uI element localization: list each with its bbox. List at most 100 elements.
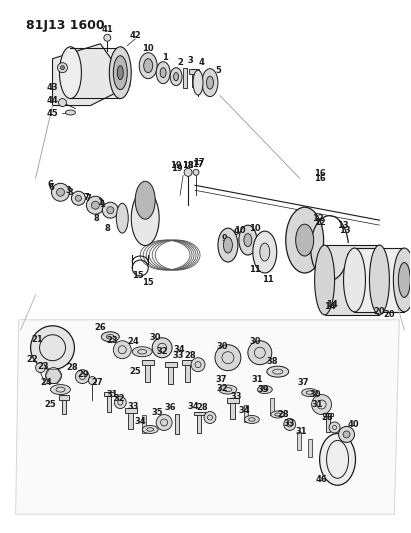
Ellipse shape — [224, 237, 232, 253]
Text: 32: 32 — [156, 347, 168, 356]
Circle shape — [58, 63, 67, 72]
Circle shape — [102, 202, 118, 218]
Circle shape — [204, 411, 216, 423]
Text: 27: 27 — [92, 378, 103, 387]
Bar — [192, 69, 196, 86]
Text: 41: 41 — [102, 25, 113, 34]
Text: 16: 16 — [314, 169, 326, 178]
Text: 3: 3 — [67, 188, 73, 197]
Text: 28: 28 — [322, 413, 333, 422]
Text: 1: 1 — [99, 200, 105, 209]
Polygon shape — [53, 44, 130, 106]
Text: 30: 30 — [249, 337, 261, 346]
Text: 5: 5 — [215, 66, 221, 75]
Text: 16: 16 — [314, 174, 326, 183]
Circle shape — [76, 195, 81, 201]
Text: 3: 3 — [66, 186, 72, 195]
Text: 44: 44 — [46, 96, 58, 105]
Text: 23: 23 — [106, 336, 118, 345]
Ellipse shape — [253, 231, 277, 273]
Bar — [244, 405, 248, 423]
Text: 6: 6 — [48, 180, 53, 189]
Bar — [198, 71, 210, 95]
Text: 13: 13 — [339, 225, 350, 235]
Circle shape — [86, 196, 104, 214]
Text: 81J13 1600: 81J13 1600 — [25, 19, 104, 32]
Bar — [197, 411, 201, 433]
Text: 10: 10 — [234, 225, 246, 235]
Text: 42: 42 — [129, 31, 141, 41]
Ellipse shape — [260, 243, 270, 261]
Text: 13: 13 — [337, 221, 349, 230]
Ellipse shape — [218, 228, 238, 262]
Circle shape — [91, 201, 99, 209]
Text: 23: 23 — [38, 362, 49, 371]
Bar — [185, 360, 190, 382]
Text: 8: 8 — [93, 214, 99, 223]
Ellipse shape — [60, 47, 81, 99]
Text: 37: 37 — [298, 378, 309, 387]
Text: 31: 31 — [296, 427, 307, 436]
Text: 7: 7 — [85, 193, 91, 203]
Text: 40: 40 — [348, 420, 359, 429]
Text: 29: 29 — [78, 370, 89, 379]
Bar — [142, 360, 154, 365]
Bar — [175, 415, 179, 434]
Bar — [60, 394, 69, 400]
Circle shape — [248, 341, 272, 365]
Ellipse shape — [142, 425, 158, 433]
Ellipse shape — [393, 248, 411, 312]
Text: 30: 30 — [216, 342, 228, 351]
Ellipse shape — [267, 366, 289, 377]
Ellipse shape — [135, 181, 155, 219]
Text: 38: 38 — [266, 357, 277, 366]
Ellipse shape — [173, 72, 179, 80]
Text: 31: 31 — [312, 400, 323, 409]
Ellipse shape — [109, 47, 131, 99]
Text: 26: 26 — [95, 324, 106, 332]
Text: 34: 34 — [238, 406, 249, 415]
Circle shape — [107, 207, 114, 214]
Text: 28: 28 — [277, 410, 289, 419]
Text: 18: 18 — [182, 161, 194, 170]
Text: 33: 33 — [172, 351, 184, 360]
Text: 18: 18 — [182, 161, 194, 170]
Bar — [194, 411, 205, 416]
Bar — [227, 398, 239, 402]
Ellipse shape — [206, 76, 213, 89]
Bar — [297, 432, 301, 450]
Text: 31: 31 — [251, 375, 263, 384]
Bar — [325, 245, 379, 315]
Ellipse shape — [202, 69, 218, 96]
Bar — [128, 408, 133, 430]
Text: 15: 15 — [142, 278, 154, 287]
Polygon shape — [16, 320, 399, 514]
Circle shape — [51, 183, 69, 201]
Text: 22: 22 — [27, 355, 39, 364]
Text: 7: 7 — [83, 193, 89, 201]
Text: 17: 17 — [192, 160, 204, 169]
Text: 28: 28 — [67, 363, 78, 372]
Circle shape — [343, 431, 350, 438]
Circle shape — [104, 34, 111, 41]
Circle shape — [76, 370, 90, 384]
Text: 34: 34 — [187, 402, 199, 411]
Ellipse shape — [398, 263, 410, 297]
Circle shape — [30, 326, 74, 370]
Circle shape — [60, 66, 65, 70]
Text: 28: 28 — [196, 403, 208, 412]
Ellipse shape — [51, 385, 70, 394]
Text: 9: 9 — [234, 228, 240, 237]
Circle shape — [46, 368, 62, 384]
Bar — [165, 362, 177, 367]
Bar — [182, 360, 194, 365]
Ellipse shape — [320, 433, 356, 485]
Circle shape — [56, 188, 65, 196]
Ellipse shape — [144, 59, 152, 72]
Text: 11: 11 — [262, 276, 274, 285]
Ellipse shape — [139, 53, 157, 79]
Text: 43: 43 — [47, 83, 58, 92]
Ellipse shape — [219, 385, 237, 394]
Text: 20: 20 — [383, 310, 395, 319]
Text: 25: 25 — [45, 400, 56, 409]
